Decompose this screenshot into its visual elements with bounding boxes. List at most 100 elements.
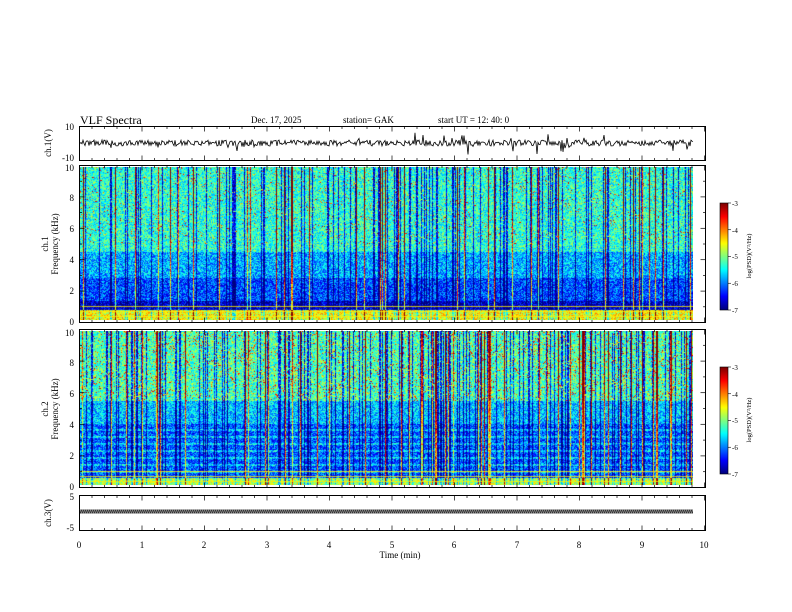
ch3-hatch-line (329, 509, 333, 514)
ch2-spec-ytick: 4 (70, 420, 75, 430)
ch3-wave-ytick-bottom: -5 (67, 523, 75, 533)
ch3-hatch-line (333, 509, 337, 514)
ch3-hatch-line (273, 509, 277, 514)
ch3-hatch-line (367, 509, 371, 514)
ch3-hatch-line (79, 509, 83, 514)
ch3-hatch-line (451, 509, 455, 514)
ch3-hatch-line (105, 509, 109, 514)
ch1-waveform-ylabel: ch.1(V) (43, 129, 53, 157)
ch2-spec-ylabel-line2: Frequency (kHz) (50, 378, 60, 439)
ch3-hatch-line (275, 509, 279, 514)
ch3-hatch-line (427, 509, 431, 514)
ch2-colorbar-frame (719, 366, 729, 475)
ch3-hatch-line (155, 509, 159, 514)
ch3-hatch-line (111, 509, 115, 514)
ch3-hatch-line (561, 509, 565, 514)
ch3-hatch-line (579, 509, 583, 514)
ch3-hatch-line (565, 509, 569, 514)
ch3-hatch-line (657, 509, 661, 514)
ch3-hatch-line (187, 509, 191, 514)
ch3-hatch-line (573, 509, 577, 514)
ch3-hatch-line (131, 509, 135, 514)
ch3-hatch-line (149, 509, 153, 514)
ch1-spec-ytick: 0 (70, 317, 75, 327)
ch3-hatch-line (457, 509, 461, 514)
ch3-hatch-line (645, 509, 649, 514)
ch3-hatch-line (137, 509, 141, 514)
ch3-hatch-line (651, 509, 655, 514)
ch3-hatch-line (533, 509, 537, 514)
ch3-hatch-line (83, 509, 87, 514)
ch3-hatch-line (245, 509, 249, 514)
ch3-hatch-line (141, 509, 145, 514)
ch3-hatch-line (421, 509, 425, 514)
ch3-hatch-line (655, 509, 659, 514)
ch3-hatch-line (609, 509, 613, 514)
ch3-hatch-line (169, 509, 173, 514)
ch3-hatch-line (411, 509, 415, 514)
ch3-hatch-line (267, 509, 271, 514)
ch3-hatch-line (193, 509, 197, 514)
ch3-hatch-line (677, 509, 681, 514)
ch3-hatch-line (647, 509, 651, 514)
ch3-hatch-line (233, 509, 237, 514)
ch3-hatch-line (263, 509, 267, 514)
ch3-hatch-line (125, 509, 129, 514)
ch2-spectrogram-frame (79, 329, 706, 488)
ch3-hatch-line (109, 509, 113, 514)
ch3-hatch-line (341, 509, 345, 514)
start-ut-label: start UT = 12: 40: 0 (438, 115, 510, 125)
ch3-hatch-line (619, 509, 623, 514)
ch3-hatch-line (217, 509, 221, 514)
ch3-hatch-line (431, 509, 435, 514)
ch3-hatch-line (535, 509, 539, 514)
ch3-hatch-line (173, 509, 177, 514)
ch3-hatch-line (687, 509, 691, 514)
ch3-hatch-line (143, 509, 147, 514)
ch3-hatch-line (283, 509, 287, 514)
ch3-hatch-line (325, 509, 329, 514)
ch3-hatch-line (399, 509, 403, 514)
ch3-hatch-line (385, 509, 389, 514)
ch3-hatch-line (615, 509, 619, 514)
ch1-spec-ylabel-line1: ch.1 (40, 236, 50, 251)
ch3-hatch-line (525, 509, 529, 514)
ch1-spectrogram-frame (79, 165, 706, 323)
ch3-hatch-line (493, 509, 497, 514)
ch3-hatch-line (415, 509, 419, 514)
ch2-spec-ytick: 0 (70, 482, 75, 492)
ch3-hatch-line (489, 509, 493, 514)
ch3-hatch-line (485, 509, 489, 514)
ch3-hatch-line (189, 509, 193, 514)
ch1-colorbar-tick-label: -4 (732, 227, 738, 235)
ch1-spec-yticks: 0 2 4 6 8 10 (65, 163, 75, 327)
ch3-hatch-line (557, 509, 561, 514)
ch3-hatch-line (165, 509, 169, 514)
ch3-hatch-line (343, 509, 347, 514)
ch3-hatch-line (127, 509, 131, 514)
ch3-hatch-line (249, 509, 253, 514)
ch3-hatch-line (213, 509, 217, 514)
ch3-hatch-line (439, 509, 443, 514)
ch3-hatch-line (589, 509, 593, 514)
ch3-hatch-line (85, 509, 89, 514)
ch3-hatch-line (523, 509, 527, 514)
ch3-hatch-line (563, 509, 567, 514)
ch3-hatch-line (567, 509, 571, 514)
ch3-hatch-line (375, 509, 379, 514)
ch2-spectrogram-image (80, 331, 693, 485)
ch3-hatch-line (115, 509, 119, 514)
ch1-waveform-trace (79, 132, 694, 155)
ch3-hatch-line (161, 509, 165, 514)
ch3-hatch-line (659, 509, 663, 514)
ch3-hatch-line (203, 509, 207, 514)
ch1-colorbar-label: log(PSD)(V²/Hz) (746, 234, 753, 279)
ch3-hatch-line (117, 509, 121, 514)
ch3-hatch-line (627, 509, 631, 514)
ch3-hatch-line (359, 509, 363, 514)
date-label: Dec. 17, 2025 (251, 115, 302, 125)
ch3-hatch-line (497, 509, 501, 514)
ch1-colorbar-tick-label: -3 (732, 200, 738, 208)
ch3-hatch-line (147, 509, 151, 514)
ch1-spec-ylabel-line2: Frequency (kHz) (50, 213, 60, 274)
